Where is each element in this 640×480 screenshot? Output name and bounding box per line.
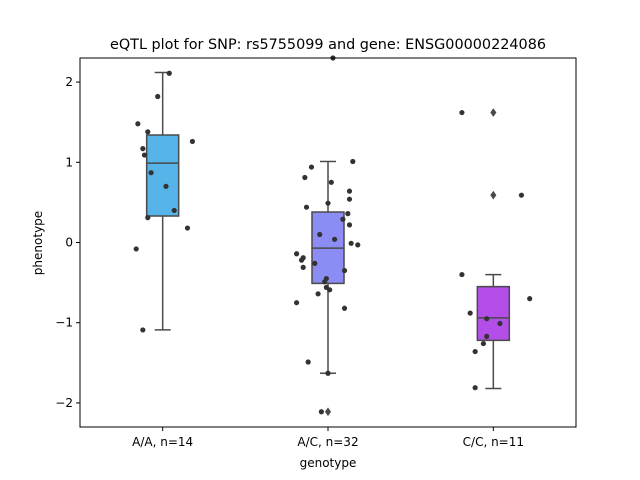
data-point bbox=[141, 152, 148, 158]
data-point bbox=[459, 109, 465, 116]
data-point bbox=[325, 370, 331, 376]
data-point bbox=[317, 231, 323, 238]
data-point bbox=[346, 196, 353, 202]
data-point bbox=[166, 70, 172, 76]
data-point bbox=[472, 348, 478, 355]
data-point bbox=[497, 320, 503, 327]
data-point bbox=[308, 164, 315, 170]
data-point bbox=[332, 236, 338, 242]
data-point bbox=[171, 207, 177, 214]
data-point bbox=[302, 174, 308, 181]
data-point bbox=[140, 327, 146, 333]
data-point bbox=[184, 225, 191, 231]
data-point bbox=[459, 271, 465, 278]
data-point bbox=[155, 93, 161, 100]
outlier-marker bbox=[324, 407, 332, 417]
data-point bbox=[340, 216, 346, 222]
data-point bbox=[140, 146, 146, 152]
x-tick-label: C/C, n=11 bbox=[463, 435, 524, 449]
data-point bbox=[163, 183, 169, 189]
data-point bbox=[328, 179, 334, 185]
data-point bbox=[133, 246, 139, 252]
x-axis-label: genotype bbox=[300, 456, 357, 470]
data-point bbox=[145, 215, 151, 221]
outlier-marker bbox=[490, 108, 497, 117]
data-point bbox=[300, 264, 306, 270]
data-point bbox=[472, 385, 478, 391]
y-tick-label: −2 bbox=[55, 396, 73, 410]
box-iqr bbox=[476, 285, 511, 342]
box-iqr bbox=[145, 134, 180, 217]
data-point bbox=[135, 121, 141, 127]
data-point bbox=[527, 296, 533, 302]
data-point bbox=[518, 192, 525, 198]
data-point bbox=[350, 158, 356, 165]
y-tick-label: −1 bbox=[55, 316, 73, 330]
y-tick-label: 2 bbox=[65, 75, 73, 89]
y-tick-label: 1 bbox=[65, 155, 73, 169]
data-point bbox=[348, 240, 354, 246]
data-point bbox=[145, 129, 151, 135]
data-point bbox=[322, 279, 328, 285]
data-point bbox=[189, 138, 196, 145]
data-point bbox=[484, 333, 490, 339]
data-point bbox=[346, 188, 353, 194]
data-point bbox=[480, 340, 487, 347]
box-group-3 bbox=[476, 108, 511, 390]
data-point bbox=[293, 300, 300, 306]
y-tick-label: 0 bbox=[65, 236, 73, 250]
chart-title: eQTL plot for SNP: rs5755099 and gene: E… bbox=[110, 37, 546, 53]
axes: −2 −1 0 1 2 A/A, n=14 A/C, n=32 C/C, n=11 bbox=[55, 75, 524, 449]
data-point bbox=[355, 242, 361, 248]
data-point bbox=[325, 200, 331, 206]
outlier-marker bbox=[490, 190, 497, 200]
data-point bbox=[315, 291, 321, 297]
data-point bbox=[484, 316, 490, 322]
data-point bbox=[298, 257, 305, 263]
data-point bbox=[345, 211, 351, 217]
data-point bbox=[346, 222, 353, 228]
data-point bbox=[305, 359, 311, 365]
data-point bbox=[341, 267, 348, 274]
data-point bbox=[341, 305, 348, 311]
x-tick-label: A/A, n=14 bbox=[132, 435, 193, 449]
y-axis-label: phenotype bbox=[31, 211, 45, 275]
data-point bbox=[312, 260, 318, 266]
box-group-1 bbox=[145, 71, 180, 331]
data-point bbox=[293, 251, 300, 257]
x-tick-label: A/C, n=32 bbox=[297, 435, 358, 449]
data-point bbox=[303, 204, 310, 210]
data-point bbox=[467, 310, 473, 316]
data-point bbox=[327, 287, 333, 293]
plot-area bbox=[133, 55, 533, 417]
data-point bbox=[148, 170, 154, 176]
data-point bbox=[318, 409, 324, 415]
